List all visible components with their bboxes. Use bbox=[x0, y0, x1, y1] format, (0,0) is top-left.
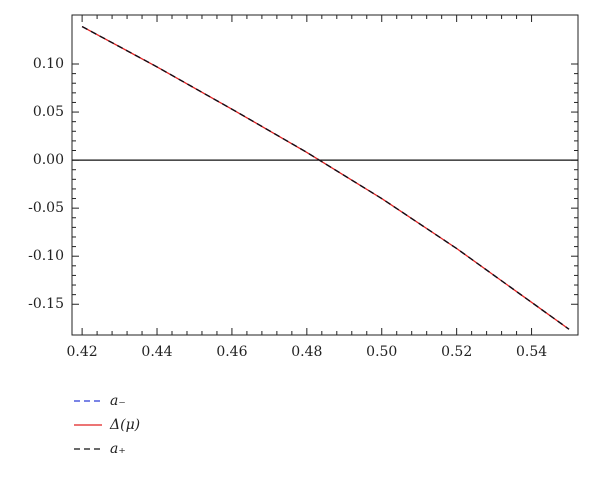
y-tick-label: -0.10 bbox=[28, 248, 64, 264]
legend-label: a₋ bbox=[110, 393, 126, 409]
series-line bbox=[81, 25, 570, 330]
series-line bbox=[81, 25, 570, 330]
plot-frame bbox=[71, 14, 579, 336]
y-tick-label: -0.05 bbox=[28, 200, 64, 216]
x-tick-label: 0.48 bbox=[291, 344, 322, 360]
y-tick-label: 0.05 bbox=[33, 104, 64, 120]
y-tick-label: 0.10 bbox=[33, 56, 64, 72]
x-tick-label: 0.46 bbox=[216, 344, 247, 360]
x-tick-label: 0.52 bbox=[441, 344, 472, 360]
x-tick-label: 0.50 bbox=[366, 344, 397, 360]
legend-label: a₊ bbox=[110, 441, 126, 457]
series-line bbox=[81, 25, 570, 330]
x-tick-label: 0.44 bbox=[141, 344, 172, 360]
x-tick-label: 0.42 bbox=[67, 344, 98, 360]
y-tick-label: 0.00 bbox=[33, 152, 64, 168]
x-tick-label: 0.54 bbox=[516, 344, 547, 360]
legend-label: Δ(μ) bbox=[109, 417, 140, 433]
y-tick-label: -0.15 bbox=[28, 296, 64, 312]
